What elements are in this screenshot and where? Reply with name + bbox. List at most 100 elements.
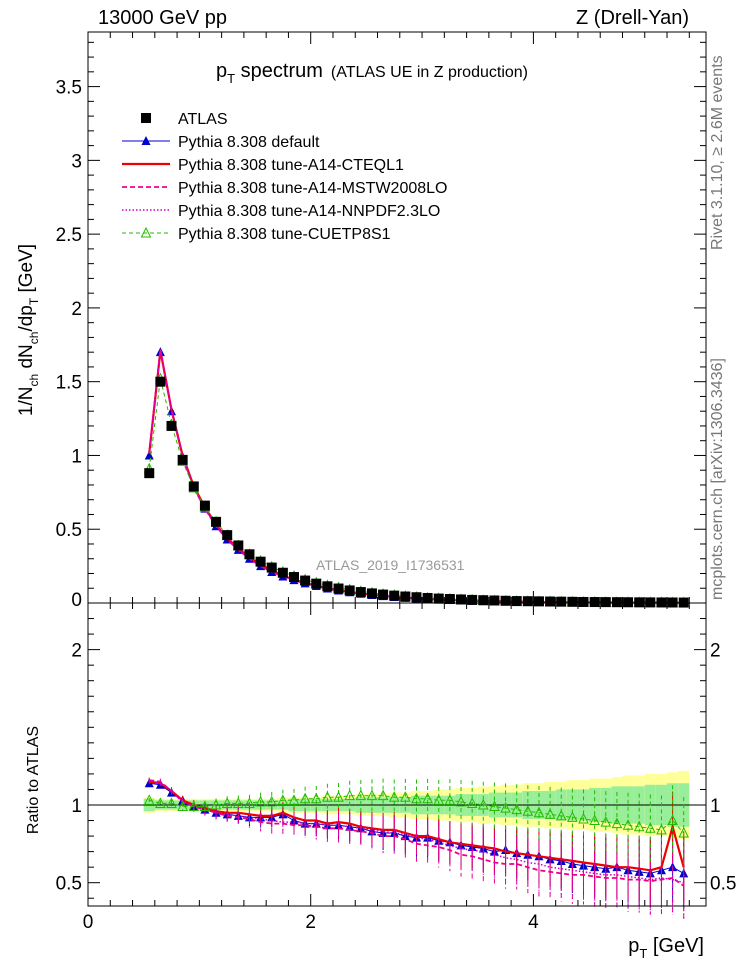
ratio-point xyxy=(277,794,289,805)
main-y-ticklabel: 0 xyxy=(71,590,82,611)
ratio-point xyxy=(533,806,545,818)
analysis-tag: ATLAS_2019_I1736531 xyxy=(316,557,465,573)
ratio-point xyxy=(266,795,278,807)
main-series-atlas xyxy=(144,376,689,608)
main-point xyxy=(144,468,155,479)
main-point xyxy=(211,516,222,527)
ratio-point xyxy=(288,794,300,805)
ratio-point xyxy=(400,791,411,802)
ratio-point xyxy=(600,815,612,827)
ratio-y-ticklabel: 2 xyxy=(71,641,82,662)
ratio-point xyxy=(500,801,511,813)
main-point xyxy=(277,567,288,578)
ratio-y-ticklabel: 0.5 xyxy=(56,874,82,895)
main-point xyxy=(667,597,678,608)
ratio-point xyxy=(244,797,255,808)
legend-label: ATLAS xyxy=(178,111,228,128)
main-point xyxy=(300,575,311,586)
main-point xyxy=(645,597,656,608)
ratio-panel xyxy=(87,602,707,922)
main-point xyxy=(444,594,455,605)
ratio-point xyxy=(143,794,155,805)
main-y-ticklabel: 3 xyxy=(71,151,82,172)
main-point xyxy=(600,597,611,608)
main-point xyxy=(411,592,422,603)
main-point xyxy=(344,585,355,596)
ratio-ylabel: Ratio to ATLAS xyxy=(25,726,42,834)
main-point xyxy=(199,500,210,511)
ratio-point xyxy=(578,812,589,824)
ratio-point xyxy=(611,817,623,829)
main-point xyxy=(433,593,444,604)
main-point xyxy=(311,578,322,589)
main-point xyxy=(222,530,233,541)
ratio-point xyxy=(322,791,333,802)
ratio-point xyxy=(366,789,378,801)
ratio-point xyxy=(155,797,166,808)
legend-entry-pythia-8-308-tune-cuetp8s1: Pythia 8.308 tune-CUETP8S1 xyxy=(122,226,391,243)
ratio-point xyxy=(455,795,467,807)
ratio-point xyxy=(511,803,523,815)
main-point xyxy=(155,376,166,387)
ratio-point xyxy=(377,789,389,801)
ratio-point xyxy=(489,800,500,812)
ratio-point xyxy=(333,791,344,802)
ratio-point xyxy=(466,797,478,808)
main-point xyxy=(522,596,533,607)
energy-label: 13000 GeV pp xyxy=(98,7,227,29)
main-point xyxy=(289,572,299,583)
ratio-point xyxy=(411,792,422,804)
main-ylabel: 1/Nch dNch/dpT [GeV] xyxy=(16,244,41,416)
main-point xyxy=(422,592,433,603)
main-point xyxy=(389,590,400,601)
ratio-point xyxy=(678,826,690,838)
legend-label: Pythia 8.308 default xyxy=(178,134,320,151)
main-point xyxy=(355,587,366,598)
main-point xyxy=(589,597,600,608)
main-y-ticklabel: 2.5 xyxy=(56,225,82,246)
main-point xyxy=(556,596,567,607)
main-point xyxy=(166,420,177,431)
legend-label: Pythia 8.308 tune-A14-CTEQL1 xyxy=(178,157,404,174)
legend: ATLAS Pythia 8.308 default Pythia 8.308 tu… xyxy=(122,111,447,243)
ratio-frame xyxy=(87,602,707,907)
rivet-label: Rivet 3.1.10, ≥ 2.6M events xyxy=(709,55,726,250)
main-point xyxy=(545,596,556,607)
ratio-point xyxy=(188,800,200,812)
x-ticklabel: 0 xyxy=(83,912,94,933)
ratio-point xyxy=(355,789,367,801)
legend-label: Pythia 8.308 tune-CUETP8S1 xyxy=(178,226,391,243)
main-point xyxy=(144,450,154,460)
main-point xyxy=(233,540,244,551)
main-point xyxy=(478,595,489,606)
main-title: pT spectrum (ATLAS UE in Z production) xyxy=(216,60,528,86)
legend-marker xyxy=(141,113,151,123)
ratio-point xyxy=(645,822,656,833)
ratio-point xyxy=(166,797,177,808)
main-point xyxy=(578,596,589,607)
main-y-ticklabel: 2 xyxy=(71,299,82,320)
main-point xyxy=(456,594,467,605)
main-point xyxy=(244,549,255,560)
x-axis-label: pT [GeV] xyxy=(628,935,704,961)
ratio-point xyxy=(344,789,355,801)
main-y-ticklabel: 3.5 xyxy=(56,78,82,99)
main-point xyxy=(634,597,645,608)
legend-entry-atlas: ATLAS xyxy=(141,111,228,128)
main-point xyxy=(188,481,199,492)
ratio-point xyxy=(667,814,678,826)
ratio-point xyxy=(444,794,456,805)
ratio-point xyxy=(656,823,667,835)
main-y-ticklabel: 1.5 xyxy=(56,373,82,394)
x-ticklabel: 2 xyxy=(305,912,316,933)
legend-entry-pythia-8-308-tune-a14-cteql1: Pythia 8.308 tune-A14-CTEQL1 xyxy=(122,157,404,174)
main-point xyxy=(623,597,634,608)
ratio-point xyxy=(221,797,233,808)
x-ticklabel: 4 xyxy=(528,912,539,933)
ratio-point xyxy=(589,814,600,826)
main-point xyxy=(255,556,266,567)
ratio-point xyxy=(199,800,211,812)
main-point xyxy=(366,588,377,599)
ratio-point xyxy=(477,798,489,810)
